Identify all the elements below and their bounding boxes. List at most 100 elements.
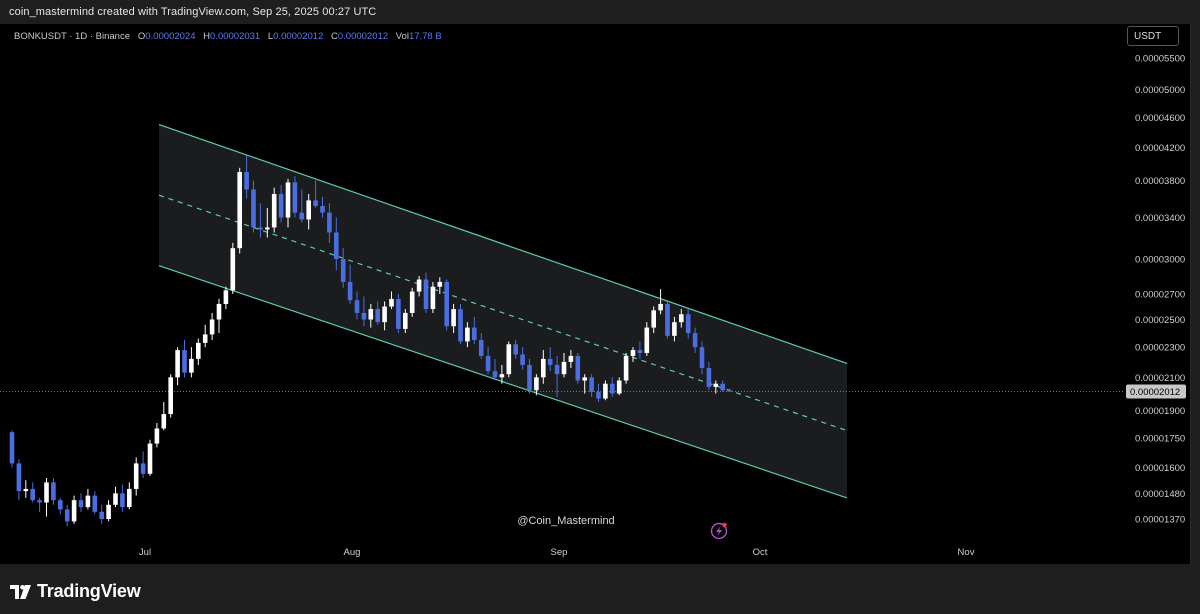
candle-body xyxy=(437,281,443,287)
candle-body xyxy=(92,495,98,512)
header-bar: coin_mastermind created with TradingView… xyxy=(0,0,1200,24)
y-tick-label: 0.00001600 xyxy=(1135,463,1185,474)
low-label: L xyxy=(267,31,274,42)
candle-body xyxy=(175,350,180,378)
candle xyxy=(340,248,346,288)
candle-body xyxy=(202,334,208,343)
candle xyxy=(99,504,104,524)
candle-body xyxy=(237,172,242,249)
high-label: H xyxy=(203,31,211,42)
candle xyxy=(209,312,215,341)
candle xyxy=(85,488,91,510)
price-tag-box xyxy=(1126,384,1186,399)
candle-body xyxy=(78,500,84,508)
candle-body xyxy=(472,327,477,341)
candle-body xyxy=(547,358,553,365)
candles xyxy=(9,155,732,527)
candle-body xyxy=(265,227,270,230)
candle xyxy=(189,347,194,378)
candle xyxy=(506,341,512,378)
watermark-text: @Coin_Mastermind xyxy=(517,515,614,527)
candle xyxy=(589,374,594,397)
candle xyxy=(630,347,636,362)
lightning-icon[interactable] xyxy=(710,522,728,540)
author-credit: coin_mastermind created with TradingView… xyxy=(9,6,377,18)
candle-body xyxy=(616,380,622,394)
candle-body xyxy=(485,355,491,372)
y-tick-label: 0.00001370 xyxy=(1135,515,1185,526)
candle xyxy=(354,291,360,320)
candlestick-chart[interactable]: 0.00005500 0.00005000 0.00004600 0.00004200… xyxy=(0,24,1190,564)
candle-body xyxy=(444,281,449,327)
candle-body xyxy=(451,309,456,327)
candle-body xyxy=(596,391,601,399)
candle xyxy=(161,401,167,431)
footer-bar: TradingView xyxy=(0,565,1200,614)
y-tick-label: 0.00003000 xyxy=(1135,255,1185,266)
candle xyxy=(534,374,539,396)
candle-body xyxy=(644,327,650,353)
candle-body xyxy=(409,291,415,313)
y-tick-label: 0.00004200 xyxy=(1135,143,1185,154)
candle xyxy=(216,298,222,334)
price-channel[interactable] xyxy=(158,123,848,499)
candle-body xyxy=(154,428,160,444)
candle xyxy=(292,176,298,218)
candle xyxy=(547,347,553,372)
candle xyxy=(444,279,449,331)
volume-value: 17.78 B xyxy=(408,31,442,42)
y-tick-label: 0.00002500 xyxy=(1135,315,1185,326)
volume-label: Vol xyxy=(395,31,409,42)
candle xyxy=(127,482,132,510)
candle xyxy=(23,480,29,498)
candle-body xyxy=(23,488,29,492)
open-label: O xyxy=(137,31,146,42)
candle-body xyxy=(458,309,463,342)
candle-body xyxy=(140,463,146,474)
channel-mid-line[interactable] xyxy=(158,194,848,432)
candle xyxy=(175,347,180,386)
candle-body xyxy=(85,495,91,508)
candle xyxy=(306,193,311,230)
price-axis[interactable]: 0.00005500 0.00005000 0.00004600 0.00004200… xyxy=(1135,54,1185,526)
candle-body xyxy=(416,279,422,292)
candle-body xyxy=(37,500,42,503)
candle xyxy=(37,497,42,512)
candle xyxy=(699,341,705,375)
candle-body xyxy=(16,463,22,492)
candle-body xyxy=(699,347,705,368)
candle xyxy=(133,457,139,496)
candle xyxy=(616,377,622,396)
candle xyxy=(382,301,387,331)
candle-body xyxy=(258,227,263,230)
currency-button[interactable]: USDT xyxy=(1127,26,1179,46)
y-tick-label: 0.00002300 xyxy=(1135,343,1185,354)
candle-body xyxy=(582,377,587,381)
channel-lower-line[interactable] xyxy=(158,265,848,499)
candle-body xyxy=(278,193,284,218)
candle-body xyxy=(368,309,374,320)
x-tick-label: Sep xyxy=(551,547,568,558)
open-value: 0.00002024 xyxy=(145,31,196,42)
candle xyxy=(520,347,525,370)
candle-body xyxy=(623,355,629,381)
chart-area[interactable]: 0.00005500 0.00005000 0.00004600 0.00004200… xyxy=(0,24,1191,564)
channel-upper-line[interactable] xyxy=(158,123,848,364)
ohlc-legend: BONKUSDT · 1D · Binance O0.00002024 H0.0… xyxy=(14,31,447,42)
channel-fill xyxy=(159,124,847,498)
tradingview-logo[interactable]: TradingView xyxy=(10,581,141,602)
candle xyxy=(78,493,84,512)
candle xyxy=(327,203,332,243)
candle xyxy=(568,350,574,368)
candle-body xyxy=(665,303,670,336)
candle xyxy=(513,340,518,359)
candle xyxy=(575,352,581,384)
candle-body xyxy=(692,333,698,348)
time-axis[interactable]: Jul Aug Sep Oct Nov xyxy=(139,547,975,558)
x-tick-label: Oct xyxy=(753,547,768,558)
close-label: C xyxy=(331,31,338,42)
candle xyxy=(258,203,263,238)
candle xyxy=(244,155,249,199)
symbol-label[interactable]: BONKUSDT · 1D · Binance xyxy=(14,31,130,42)
candle-body xyxy=(520,354,525,365)
